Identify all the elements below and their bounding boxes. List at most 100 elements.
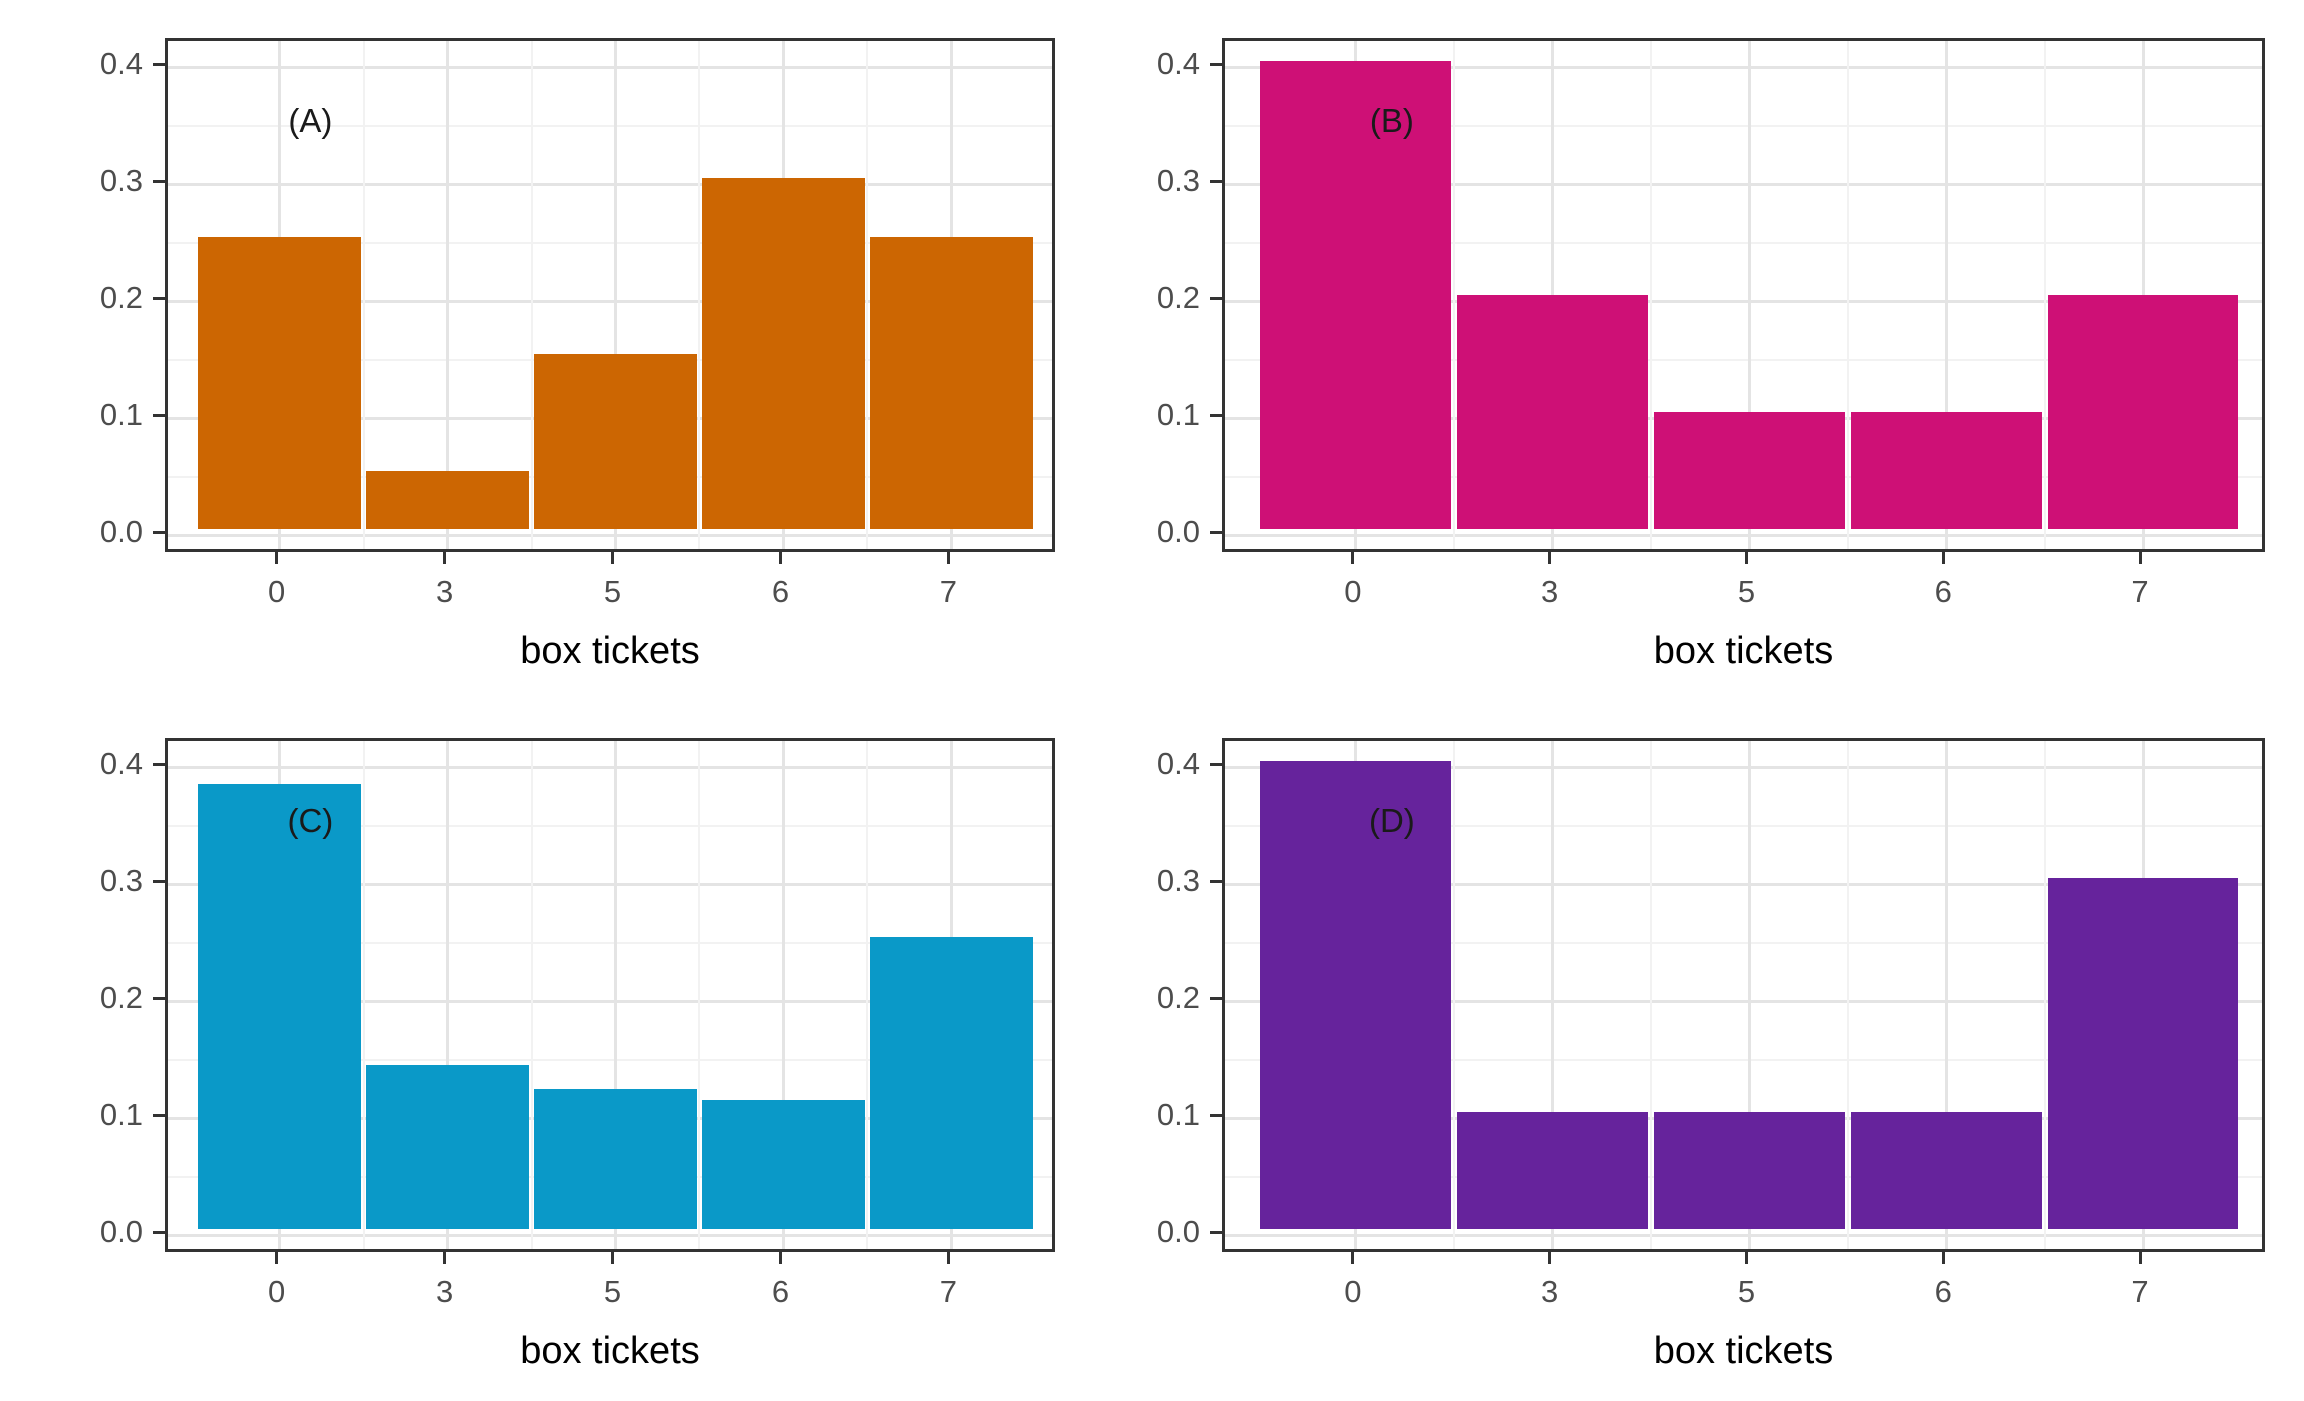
y-tick-mark: [153, 762, 165, 766]
h-gridline-major: [1225, 1233, 2262, 1237]
x-tick-mark: [611, 552, 615, 564]
y-tick-mark: [153, 996, 165, 1000]
y-tick-label: 0.0: [99, 514, 143, 549]
v-gridline-minor: [866, 41, 869, 549]
histogram-bar: [1457, 295, 1649, 529]
histogram-bar: [1654, 412, 1845, 529]
y-tick-label: 0.2: [1156, 280, 1200, 315]
h-gridline-minor: [168, 941, 1052, 944]
x-tick-label: 5: [1737, 1274, 1756, 1309]
v-gridline-minor: [1846, 741, 1849, 1249]
histogram-bar: [2047, 878, 2239, 1229]
v-gridline-major: [446, 741, 450, 1249]
y-tick-mark: [1210, 762, 1222, 766]
y-tick-mark: [1210, 530, 1222, 534]
histogram-bar: [1260, 761, 1452, 1229]
panel-a: (A) 0.0 0.1 0.2 0.3 0.4 0 3 5 6 7 box tickets: [0, 0, 1152, 700]
v-gridline-minor: [2043, 41, 2046, 549]
y-tick-label: 0.4: [1156, 46, 1200, 81]
x-tick-mark: [1941, 1252, 1945, 1264]
y-tick-mark: [1210, 1230, 1222, 1234]
x-tick-label: 7: [2131, 574, 2149, 609]
y-tick-label: 0.3: [99, 863, 143, 898]
plot-panel: (C): [165, 738, 1055, 1252]
panel-d: (D) 0.0 0.1 0.2 0.3 0.4 0 3 5 6 7 box tickets: [1152, 700, 2304, 1400]
h-gridline-minor: [1225, 124, 2262, 127]
y-tick-mark: [1210, 62, 1222, 66]
x-tick-label: 5: [603, 1274, 622, 1309]
x-tick-label: 7: [939, 1274, 957, 1309]
h-gridline-major: [1225, 65, 2262, 69]
histogram-bar: [869, 236, 1033, 529]
h-gridline-minor: [168, 1058, 1052, 1061]
v-gridline-minor: [698, 41, 701, 549]
v-gridline-minor: [530, 741, 533, 1249]
y-tick-mark: [153, 179, 165, 183]
h-gridline-minor: [1225, 941, 2262, 944]
h-gridline-major: [1225, 882, 2262, 886]
x-tick-mark: [1351, 552, 1355, 564]
y-tick-label: 0.0: [1156, 514, 1200, 549]
histogram-bar: [2047, 295, 2239, 529]
v-gridline-minor: [1650, 41, 1653, 549]
v-gridline-major: [1944, 741, 1948, 1249]
x-tick-label: 0: [1344, 1274, 1362, 1309]
x-tick-mark: [611, 1252, 615, 1264]
x-axis-title: box tickets: [520, 1330, 700, 1372]
x-axis-title: box tickets: [1653, 630, 1834, 672]
v-gridline-minor: [362, 41, 365, 549]
plot-panel: (D): [1222, 738, 2265, 1252]
v-gridline-major: [1944, 41, 1948, 549]
histogram-bar: [869, 936, 1033, 1229]
histogram-bar: [1457, 1112, 1649, 1229]
h-gridline-major: [168, 1233, 1052, 1237]
y-tick-label: 0.3: [1156, 863, 1200, 898]
x-tick-label: 0: [268, 574, 286, 609]
v-gridline-minor: [866, 741, 869, 1249]
y-tick-label: 0.0: [99, 1214, 143, 1249]
h-gridline-minor: [168, 124, 1052, 127]
h-gridline-minor: [1225, 824, 2262, 827]
v-gridline-minor: [1650, 741, 1653, 1249]
x-tick-label: 6: [771, 574, 790, 609]
h-gridline-minor: [168, 824, 1052, 827]
v-gridline-minor: [698, 741, 701, 1249]
x-tick-mark: [443, 1252, 447, 1264]
y-tick-label: 0.3: [99, 163, 143, 198]
x-tick-mark: [778, 552, 782, 564]
x-tick-mark: [275, 1252, 279, 1264]
v-gridline-minor: [362, 741, 365, 1249]
y-tick-label: 0.2: [99, 280, 143, 315]
histogram-bar: [534, 353, 697, 529]
x-tick-mark: [1744, 1252, 1748, 1264]
y-tick-label: 0.2: [99, 980, 143, 1015]
y-tick-label: 0.3: [1156, 163, 1200, 198]
x-tick-mark: [1351, 1252, 1355, 1264]
v-gridline-major: [1747, 41, 1751, 549]
histogram-bar: [1850, 1112, 2042, 1229]
x-tick-mark: [1548, 1252, 1552, 1264]
x-axis-title: box tickets: [1653, 1330, 1834, 1372]
y-tick-label: 0.4: [99, 746, 143, 781]
y-tick-mark: [153, 1113, 165, 1117]
h-gridline-major: [168, 182, 1052, 186]
x-tick-label: 6: [771, 1274, 790, 1309]
v-gridline-major: [614, 741, 618, 1249]
v-gridline-minor: [1453, 41, 1456, 549]
y-tick-mark: [153, 1230, 165, 1234]
y-tick-mark: [153, 296, 165, 300]
v-gridline-major: [1551, 741, 1555, 1249]
panel-label: (B): [1369, 102, 1414, 139]
y-tick-mark: [153, 879, 165, 883]
h-gridline-major: [168, 765, 1052, 769]
v-gridline-minor: [1453, 741, 1456, 1249]
x-tick-label: 7: [939, 574, 957, 609]
x-tick-label: 3: [435, 574, 454, 609]
y-tick-mark: [1210, 179, 1222, 183]
v-gridline-minor: [530, 41, 533, 549]
v-gridline-major: [614, 41, 618, 549]
h-gridline-major: [168, 882, 1052, 886]
y-tick-label: 0.1: [99, 397, 143, 432]
x-tick-mark: [275, 552, 279, 564]
